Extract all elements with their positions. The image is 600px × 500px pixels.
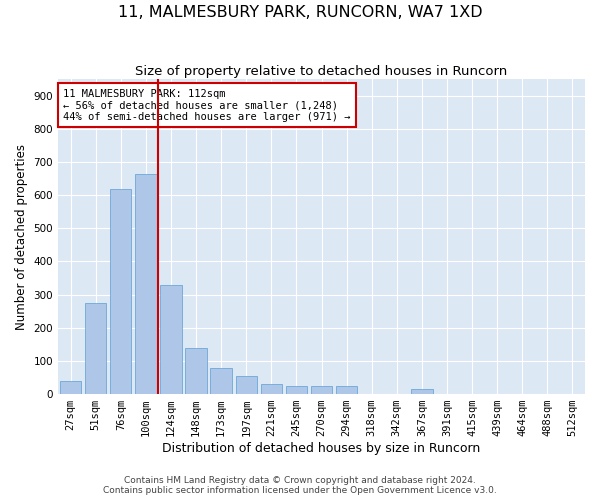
Bar [85,303,106,394]
Bar [160,284,182,394]
Text: 11, MALMESBURY PARK, RUNCORN, WA7 1XD: 11, MALMESBURY PARK, RUNCORN, WA7 1XD [118,5,482,20]
Bar [211,368,232,394]
Bar [336,386,357,394]
Title: Size of property relative to detached houses in Runcorn: Size of property relative to detached ho… [136,65,508,78]
Bar [60,381,81,394]
Bar [411,389,433,394]
Y-axis label: Number of detached properties: Number of detached properties [15,144,28,330]
Text: Contains HM Land Registry data © Crown copyright and database right 2024.
Contai: Contains HM Land Registry data © Crown c… [103,476,497,495]
X-axis label: Distribution of detached houses by size in Runcorn: Distribution of detached houses by size … [163,442,481,455]
Bar [185,348,207,394]
Bar [236,376,257,394]
Bar [286,386,307,394]
Bar [311,386,332,394]
Bar [260,384,282,394]
Bar [135,174,157,394]
Bar [110,188,131,394]
Text: 11 MALMESBURY PARK: 112sqm
← 56% of detached houses are smaller (1,248)
44% of s: 11 MALMESBURY PARK: 112sqm ← 56% of deta… [64,88,351,122]
